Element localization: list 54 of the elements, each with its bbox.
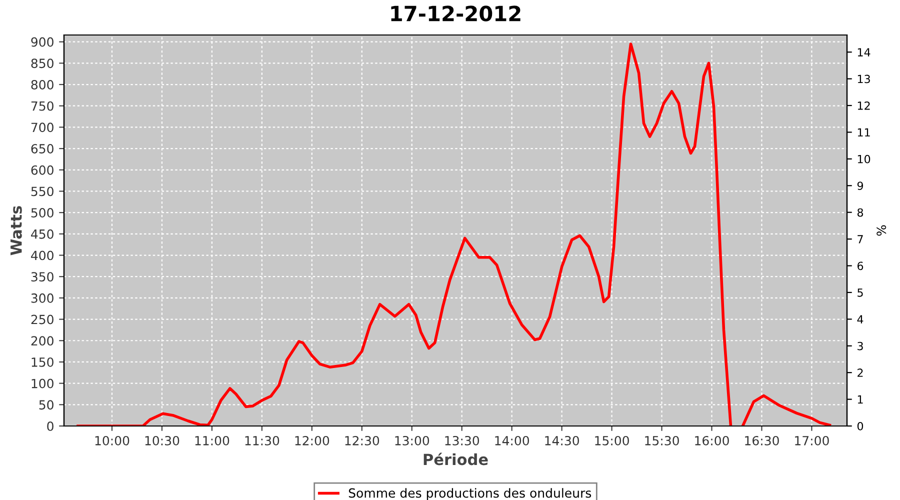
- x-tick-label: 11:30: [245, 436, 280, 446]
- y2-axis-title: %: [876, 225, 886, 236]
- y2-tick-label: 12: [858, 101, 870, 110]
- y-axis-title: Watts: [10, 206, 22, 256]
- y2-tick-label: 13: [858, 74, 870, 84]
- y2-tick-label: 4: [857, 315, 864, 324]
- y-tick-label: 500: [31, 208, 54, 218]
- y-tick-label: 800: [31, 80, 54, 90]
- y2-tick-label: 10: [858, 154, 870, 164]
- y-tick-label: 650: [31, 144, 54, 154]
- x-tick-label: 11:00: [195, 436, 230, 446]
- y-tick-label: 350: [31, 272, 54, 282]
- y-tick-label: 0: [47, 421, 54, 431]
- y-tick-label: 100: [32, 378, 54, 388]
- y-tick-label: 900: [31, 37, 54, 47]
- x-tick-label: 15:00: [595, 436, 629, 446]
- x-tick-label: 14:00: [495, 436, 530, 446]
- y-tick-label: 700: [31, 122, 54, 132]
- x-tick-label: 16:30: [745, 436, 779, 446]
- y-tick-label: 250: [31, 314, 54, 324]
- x-tick-label: 17:00: [795, 436, 829, 446]
- y2-tick-label: 1: [858, 395, 863, 404]
- y-tick-label: 850: [31, 58, 54, 68]
- y2-tick-label: 7: [858, 235, 863, 244]
- y-tick-label: 200: [31, 336, 54, 346]
- y2-tick-label: 8: [857, 208, 864, 217]
- y-tick-label: 50: [39, 400, 54, 410]
- y-tick-label: 600: [31, 165, 54, 175]
- x-tick-label: 13:00: [395, 436, 430, 446]
- x-tick-label: 12:00: [295, 436, 330, 446]
- x-tick-label: 10:00: [95, 436, 130, 446]
- x-tick-label: 10:30: [145, 436, 180, 446]
- y2-tick-label: 14: [858, 48, 870, 56]
- y-tick-label: 150: [32, 357, 54, 367]
- y2-tick-label: 5: [858, 288, 863, 297]
- x-tick-label: 13:30: [445, 436, 480, 446]
- y-tick-label: 450: [31, 229, 54, 239]
- y2-tick-label: 9: [857, 182, 864, 190]
- x-axis-title: Période: [424, 452, 488, 466]
- y-tick-label: 400: [31, 250, 54, 260]
- y-tick-label: 750: [31, 101, 54, 111]
- x-tick-label: 16:00: [695, 436, 729, 446]
- y-tick-label: 550: [31, 186, 54, 196]
- y2-tick-label: 2: [858, 368, 863, 377]
- y2-tick-label: 3: [858, 342, 863, 350]
- legend-label: Somme des productions des onduleurs: [348, 488, 592, 500]
- y2-tick-label: 0: [857, 422, 864, 430]
- y2-tick-label: 6: [858, 262, 864, 270]
- y-tick-label: 300: [31, 293, 54, 303]
- x-tick-label: 12:30: [345, 436, 380, 446]
- x-tick-label: 14:30: [545, 436, 579, 446]
- y2-tick-label: 11: [858, 128, 870, 136]
- chart-title: 17-12-2012: [391, 6, 520, 22]
- x-tick-label: 15:30: [645, 436, 679, 446]
